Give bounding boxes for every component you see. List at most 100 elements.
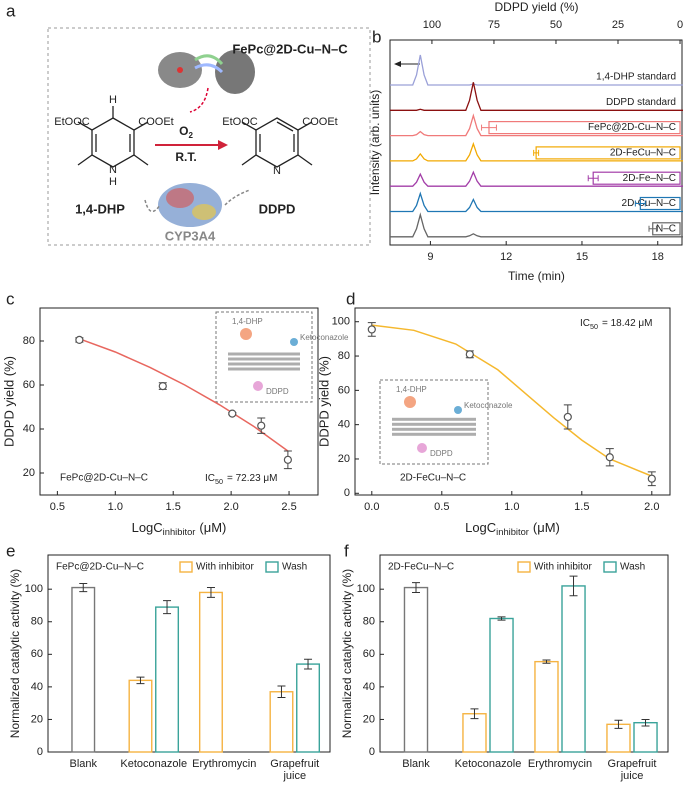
inset-label: Ketoconazole (464, 401, 513, 410)
y-tick-label: 0 (37, 746, 43, 758)
x-tick-label: 2.5 (281, 501, 296, 513)
y-tick-label: 40 (338, 419, 350, 431)
x-tick-label: 0.0 (364, 501, 379, 513)
x-tick-label: 1.5 (166, 501, 181, 513)
error-bar (206, 587, 215, 598)
trace-label: 2D-Fe–N–C (623, 173, 676, 184)
y-axis-label: DDPD yield (%) (316, 356, 331, 447)
trace-label: 1,4-DHP standard (596, 72, 676, 83)
x-tick-label: 1.5 (574, 501, 589, 513)
legend-label: Wash (282, 562, 307, 573)
error-bar (412, 582, 420, 593)
bar (561, 585, 586, 753)
enzyme-graphic (144, 183, 251, 227)
product-structure (241, 117, 313, 168)
ic50-label-part: = 72.23 μM (227, 473, 278, 484)
inset-molecule (240, 328, 252, 340)
inset-layer (392, 417, 476, 421)
y-tick-label: 80 (338, 350, 350, 362)
y-axis-label: DDPD yield (%) (1, 356, 16, 447)
panel-label: d (346, 289, 355, 308)
atom-label: N (273, 165, 281, 177)
x2-tick-label: 25 (612, 19, 624, 31)
inset-molecule (417, 443, 427, 453)
y-tick-label: 40 (23, 423, 35, 435)
trace (390, 113, 683, 137)
y-tick-label: 80 (31, 616, 43, 628)
x2-tick-label: 75 (488, 19, 500, 31)
error-bar (481, 124, 497, 131)
x-tick-label: 1.0 (504, 501, 519, 513)
x-axis-label-part: LogC (465, 520, 496, 535)
atom-label: H (109, 94, 117, 106)
legend-label: Wash (620, 562, 645, 573)
trace-label: DDPD standard (606, 97, 676, 108)
y-tick-label: 80 (23, 335, 35, 347)
ester-label: COOEt (302, 116, 337, 128)
x-tick-label: Blank (69, 758, 98, 770)
x-tick-label: 0.5 (50, 501, 65, 513)
inset-frame (215, 311, 313, 403)
data-point (257, 421, 266, 430)
panel-label: b (372, 27, 381, 46)
inset-molecule (404, 396, 416, 408)
inset-layer (228, 367, 300, 371)
plot-frame (389, 39, 683, 246)
x-axis-label: LogCinhibitor (μM) (465, 520, 560, 537)
bar (198, 591, 223, 753)
plot-frame (39, 307, 319, 496)
legend-swatch (603, 561, 617, 573)
error-bar (587, 175, 599, 182)
trace-label: N–C (656, 223, 676, 234)
inset-layer (228, 352, 300, 356)
inset-layer (392, 422, 476, 426)
enzyme-name: CYP3A4 (165, 228, 216, 243)
bar (403, 586, 429, 753)
fit-curve (79, 338, 289, 452)
x2-tick-label: 50 (550, 19, 562, 31)
trace (390, 212, 683, 238)
x-axis-label-part: inhibitor (496, 527, 529, 537)
y-tick-label: 0 (369, 746, 375, 758)
ic50-label-part: IC (205, 473, 215, 484)
plot-frame (354, 307, 671, 496)
inset-layer (228, 357, 300, 361)
y-tick-label: 40 (363, 681, 375, 693)
ic50-label-part: IC (580, 318, 590, 329)
x2-tick-label: 100 (423, 19, 441, 31)
x-axis-label-part: (μM) (199, 520, 226, 535)
product-name: DDPD (259, 201, 296, 216)
sample-label: 2D-FeCu–N–C (388, 562, 454, 573)
legend-swatch (517, 561, 531, 573)
category-label-box: Ketoconazole (454, 758, 522, 770)
x-tick-label: 12 (500, 251, 512, 263)
bar (269, 691, 294, 753)
y-tick-label: 100 (332, 316, 350, 328)
y-tick-label: 20 (363, 713, 375, 725)
trace (390, 141, 683, 162)
error-bar (533, 149, 540, 156)
x-axis-label-part: inhibitor (163, 527, 196, 537)
error-bar (648, 225, 657, 232)
ester-label: EtOOC (222, 116, 258, 128)
category-label-box: Erythromycin (192, 758, 256, 770)
category-label-box: Grapefruit juice (270, 758, 319, 782)
reactant-structure (77, 106, 149, 168)
inset-label: DDPD (430, 449, 453, 458)
inset-layer (228, 362, 300, 366)
x-tick-label: Ketoconazole (454, 758, 522, 770)
scheme: a FePc@2D-Cu–N–C EtOOC COOEt H N H O2 R.… (6, 1, 371, 246)
data-point (563, 412, 572, 422)
inset-label: Ketoconazole (300, 333, 349, 342)
y-tick-label: 20 (31, 713, 43, 725)
category-label-box: Blank (69, 758, 98, 770)
x-tick-label: 1.0 (108, 501, 123, 513)
data-point (605, 453, 614, 462)
y-tick-label: 80 (363, 616, 375, 628)
panel-label: e (6, 541, 15, 560)
trace (390, 191, 683, 213)
data-point (158, 382, 167, 391)
inset-molecule (253, 381, 263, 391)
error-bar (277, 685, 286, 698)
bar (71, 586, 96, 753)
